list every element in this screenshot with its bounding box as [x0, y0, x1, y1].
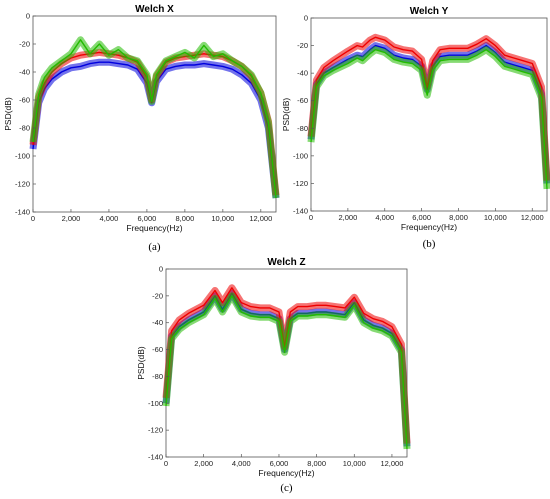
x-tick-label: 6,000: [138, 214, 157, 223]
y-tick-label: -120: [148, 426, 163, 435]
x-tick-label: 12,000: [380, 459, 403, 468]
x-tick-label: 10,000: [343, 459, 366, 468]
series-band-3: [29, 36, 280, 199]
x-tick-label: 2,000: [62, 214, 81, 223]
x-axis-label: Frequency(Hz): [401, 222, 457, 232]
y-axis-label: PSD(dB): [136, 346, 146, 380]
y-tick-label: -40: [152, 318, 163, 327]
x-axis-label: Frequency(Hz): [126, 223, 182, 233]
y-axis-label: PSD(dB): [3, 97, 13, 131]
y-tick-label: -100: [293, 151, 308, 160]
x-tick-label: 6,000: [270, 459, 289, 468]
y-tick-label: -80: [297, 124, 308, 133]
y-tick-label: -40: [19, 68, 30, 77]
y-tick-label: -60: [152, 345, 163, 354]
y-tick-label: -140: [148, 453, 163, 462]
x-tick-label: 10,000: [211, 214, 234, 223]
y-tick-label: -40: [297, 69, 308, 78]
y-tick-label: -60: [19, 96, 30, 105]
x-tick-label: 12,000: [521, 213, 544, 222]
y-tick-label: -80: [19, 124, 30, 133]
x-tick-label: 8,000: [449, 213, 468, 222]
chart-panel-3: 0 2,000 4,000 6,000 8,000 10,000 12,000 0 -20 -40…: [136, 257, 411, 494]
y-tick-label: -140: [293, 207, 308, 216]
x-tick-label: 2,000: [338, 213, 357, 222]
y-tick-label: -120: [293, 179, 308, 188]
y-tick-label: 0: [159, 265, 163, 274]
x-axis-label: Frequency(Hz): [258, 468, 314, 478]
y-tick-label: -60: [297, 96, 308, 105]
x-tick-label: 4,000: [375, 213, 394, 222]
panel-caption: (b): [423, 238, 436, 250]
y-tick-label: 0: [26, 12, 30, 21]
x-tick-label: 0: [31, 214, 35, 223]
chart-panel-1: 0 2,000 4,000 6,000 8,000 10,000 12,000 0 -20 -40…: [3, 4, 280, 253]
y-tick-label: -100: [148, 399, 163, 408]
chart-title: Welch Z: [267, 257, 305, 268]
chart-panel-2: 0 2,000 4,000 6,000 8,000 10,000 12,000 0 -20 -40…: [281, 6, 550, 250]
x-tick-label: 0: [164, 459, 168, 468]
y-tick-label: -100: [15, 152, 30, 161]
panel-caption: (c): [280, 482, 293, 494]
y-tick-label: -20: [297, 41, 308, 50]
y-tick-label: 0: [304, 14, 308, 23]
series-line-3: [310, 49, 548, 189]
plot-frame: [310, 17, 548, 212]
x-tick-label: 2,000: [194, 459, 213, 468]
plot-frame: [165, 268, 408, 458]
panel-caption: (a): [148, 241, 161, 253]
x-tick-label: 12,000: [249, 214, 272, 223]
x-tick-label: 6,000: [412, 213, 431, 222]
y-tick-label: -20: [152, 291, 163, 300]
y-tick-label: -140: [15, 208, 30, 217]
x-tick-label: 4,000: [232, 459, 251, 468]
x-tick-label: 8,000: [175, 214, 194, 223]
series-line-3: [165, 295, 408, 449]
plot-frame: [32, 15, 277, 213]
series-line-3: [32, 39, 277, 199]
y-tick-label: -120: [15, 180, 30, 189]
x-tick-label: 8,000: [307, 459, 326, 468]
y-tick-label: -80: [152, 372, 163, 381]
x-tick-label: 10,000: [484, 213, 507, 222]
x-tick-label: 4,000: [100, 214, 119, 223]
y-tick-label: -20: [19, 40, 30, 49]
chart-title: Welch Y: [410, 6, 449, 17]
x-tick-label: 0: [309, 213, 313, 222]
y-axis-label: PSD(dB): [281, 98, 291, 132]
chart-title: Welch X: [135, 4, 174, 15]
